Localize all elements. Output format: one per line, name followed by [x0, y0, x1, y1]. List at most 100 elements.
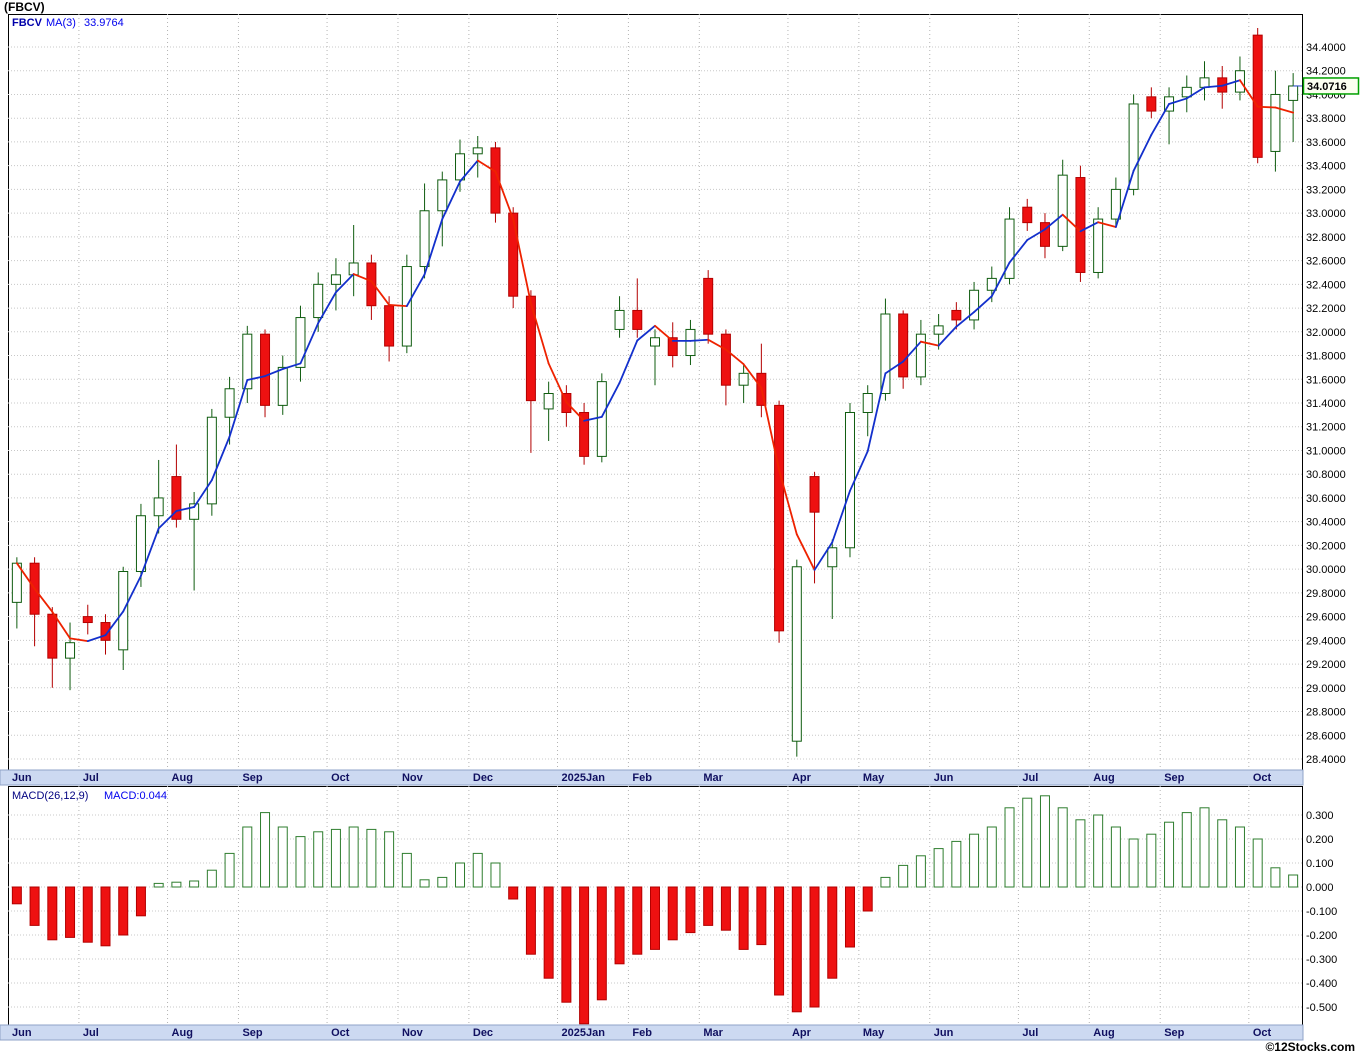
month-label: Mar [703, 772, 723, 784]
price-axis-label: 29.6000 [1306, 612, 1346, 624]
month-label: Jun [12, 772, 32, 784]
ma-segment [1114, 169, 1135, 228]
month-label: Jul [1022, 1027, 1038, 1039]
macd-bar-negative [685, 886, 696, 934]
candle-body [738, 372, 749, 386]
candle-body [348, 262, 359, 276]
price-axis-label: 28.8000 [1306, 707, 1346, 719]
candle-body [632, 309, 643, 330]
ma-segment [1274, 106, 1295, 114]
macd-bar-negative [738, 886, 749, 950]
macd-axis-label: 0.100 [1306, 858, 1334, 870]
ma-segment [689, 338, 710, 342]
price-axis-label: 29.2000 [1306, 659, 1346, 671]
macd-bar-negative [667, 886, 678, 941]
macd-bar-negative [862, 886, 873, 912]
month-label: Sep [242, 1027, 262, 1039]
price-axis-label: 31.0000 [1306, 445, 1346, 457]
month-label: Jul [1022, 772, 1038, 784]
ma-segment [388, 304, 408, 307]
ma-segment [902, 340, 922, 363]
ma-segment [157, 510, 178, 530]
candle-body [242, 333, 253, 390]
ma-segment [370, 280, 391, 306]
macd-bar-positive [1288, 874, 1299, 888]
macd-axis-label: 0.000 [1306, 882, 1334, 894]
ma-segment [955, 311, 975, 328]
candle-body [47, 613, 58, 659]
month-label: Dec [473, 772, 493, 784]
ma-segment [813, 541, 834, 571]
candle-body [986, 277, 997, 291]
candle-body [933, 325, 944, 335]
macd-bar-negative [508, 886, 519, 900]
macd-axis-labels: 0.300 0.200 0.100 0.000 -0.100 -0.200 -0.300 -0… [1306, 810, 1337, 1014]
macd-axis-label: -0.400 [1306, 978, 1337, 990]
month-label: Mar [703, 1027, 723, 1039]
ma-segment [565, 401, 585, 422]
candle-body [667, 337, 678, 357]
ma-legend-value: 33.9764 [84, 17, 124, 29]
ma-segment [778, 468, 798, 536]
candle-body [1288, 85, 1299, 101]
candle-body [579, 411, 590, 457]
macd-bar-negative [65, 886, 76, 938]
macd-bar-positive [419, 879, 430, 888]
candle-body [100, 622, 111, 641]
macd-bar-negative [596, 886, 607, 1001]
month-label: Feb [632, 772, 652, 784]
price-axis-label: 32.2000 [1306, 303, 1346, 315]
macd-bar-positive [1164, 821, 1175, 888]
macd-bar-positive [1022, 797, 1033, 888]
month-label: Jul [83, 1027, 99, 1039]
ma-segment [175, 506, 196, 512]
candle-body [455, 153, 466, 181]
macd-bar-positive [1234, 826, 1245, 888]
candle-body [1270, 93, 1281, 152]
ma-segment [1185, 86, 1206, 100]
ma-segment [459, 159, 479, 183]
month-label: Jul [83, 772, 99, 784]
price-axis-label: 33.2000 [1306, 184, 1346, 196]
ma-segment [335, 273, 355, 294]
ma-segment [1061, 213, 1082, 233]
month-label: Oct [1253, 772, 1272, 784]
ma-segment [1239, 79, 1259, 108]
month-label: Jun [12, 1027, 32, 1039]
macd-bars-group [11, 795, 1299, 1025]
macd-bar-positive [1252, 838, 1263, 888]
price-axis-label: 33.6000 [1306, 137, 1346, 149]
month-strip-top: Jun Jul Aug Sep Oct Nov Dec 2025Jan Feb Mar Apr May… [0, 769, 1304, 786]
page-title: (FBCV) [4, 0, 45, 14]
macd-bar-positive [880, 876, 891, 888]
month-strip-bg [0, 1024, 1304, 1041]
macd-bar-positive [1039, 795, 1050, 888]
macd-bar-positive [224, 852, 235, 888]
price-axis-label: 30.2000 [1306, 540, 1346, 552]
macd-bar-positive [189, 880, 200, 888]
macd-bar-positive [1146, 833, 1157, 888]
ma-segment [760, 387, 780, 471]
ma-segment [547, 362, 568, 404]
macd-bar-positive [295, 836, 306, 888]
month-label: Aug [172, 1027, 193, 1039]
macd-bar-positive [330, 828, 341, 888]
month-label: Aug [172, 772, 193, 784]
month-label: Nov [402, 772, 424, 784]
price-axis-label: 32.4000 [1306, 279, 1346, 291]
ma-segment [352, 273, 373, 283]
ma-segment [476, 159, 497, 173]
macd-bar-positive [366, 828, 377, 888]
month-label: Oct [331, 1027, 350, 1039]
last-price-tag: 34.0716 [1302, 77, 1360, 95]
month-label: 2025Jan [562, 1027, 606, 1039]
macd-axis-label: -0.500 [1306, 1002, 1337, 1014]
ma-segment [1079, 221, 1100, 233]
macd-bar-positive [277, 826, 288, 888]
month-label: Oct [331, 772, 350, 784]
macd-bar-positive [437, 876, 448, 888]
ma-segment [441, 180, 461, 220]
candle-body [472, 147, 483, 155]
candle-body [1181, 86, 1192, 98]
macd-bar-positive [915, 855, 926, 888]
